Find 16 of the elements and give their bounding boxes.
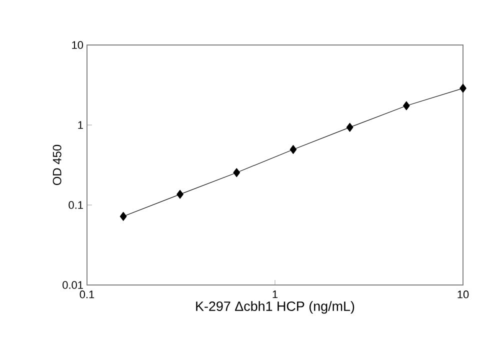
point	[290, 145, 297, 154]
x-axis-title: K-297 Δcbh1 HCP (ng/mL)	[196, 301, 354, 314]
point	[460, 84, 466, 93]
point	[402, 101, 410, 110]
y-tick-label: 1	[78, 121, 83, 129]
point	[120, 212, 127, 221]
y-tick-label: 0.01	[62, 281, 83, 289]
x-tick-label: 0.1	[80, 290, 94, 298]
y-tick-label: 10	[72, 41, 84, 49]
point	[176, 190, 184, 199]
x-tick-label: 10	[458, 290, 469, 298]
point	[346, 122, 354, 132]
point	[233, 168, 240, 178]
y-axis-title: OD 450	[52, 144, 62, 186]
x-tick-label: 1	[272, 290, 278, 298]
y-tick-label: 0.1	[68, 201, 83, 209]
